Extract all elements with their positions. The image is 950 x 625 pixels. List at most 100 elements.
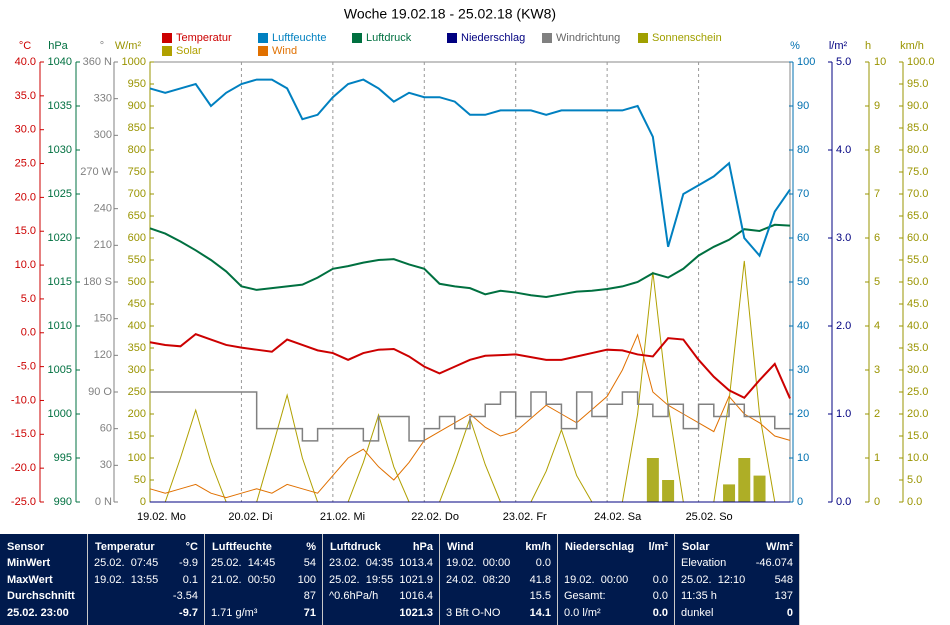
axis-unit: h xyxy=(865,40,871,52)
y-tick-label: 1.0 xyxy=(836,408,851,420)
y-tick-label: 750 xyxy=(128,166,146,178)
table-cell: 11:35 h xyxy=(681,590,717,602)
y-tick-label: -25.0 xyxy=(11,496,36,508)
table-cell: -9.9 xyxy=(179,557,198,569)
table-cell: 0.1 xyxy=(182,573,198,586)
table-cell: 137 xyxy=(774,590,793,602)
y-tick-label: 0.0 xyxy=(21,327,36,339)
y-tick-label: 1000 xyxy=(122,56,146,68)
y-tick-label: 650 xyxy=(128,210,146,222)
y-tick-label: -5.0 xyxy=(17,361,36,373)
y-tick-label: 400 xyxy=(128,320,146,332)
table-cell: 25.02. 12:10 xyxy=(681,573,746,586)
table-cell: Solar xyxy=(682,541,710,553)
legend-label: Niederschlag xyxy=(461,32,525,44)
x-tick-label: 25.02. So xyxy=(686,511,733,523)
y-tick-label: 330 xyxy=(94,93,112,105)
table-cell: 19.02. 00:00 xyxy=(564,573,629,586)
y-tick-label: 70 xyxy=(797,188,809,200)
table-cell: MinWert xyxy=(7,557,51,569)
y-tick-label: 1000 xyxy=(48,408,72,420)
axis-unit: W/m² xyxy=(115,40,142,52)
y-tick-label: -10.0 xyxy=(11,394,36,406)
y-tick-label: 15.0 xyxy=(15,225,36,237)
y-tick-label: 360 N xyxy=(83,56,112,68)
y-tick-label: 700 xyxy=(128,188,146,200)
y-tick-label: 7 xyxy=(874,188,880,200)
y-tick-label: 240 xyxy=(94,203,112,215)
y-tick-label: 2 xyxy=(874,408,880,420)
y-tick-label: 35.0 xyxy=(15,90,36,102)
y-tick-label: 200 xyxy=(128,408,146,420)
legend-label: Temperatur xyxy=(176,32,232,44)
y-tick-label: 80.0 xyxy=(907,144,928,156)
y-tick-label: 90 O xyxy=(88,386,112,398)
table-cell: Luftdruck xyxy=(330,541,381,553)
table-cell: 41.8 xyxy=(529,573,551,586)
table-cell: Niederschlag xyxy=(565,541,635,553)
axis-unit: ° xyxy=(100,40,104,52)
table-cell: Wind xyxy=(447,541,474,553)
y-tick-label: 75.0 xyxy=(907,166,928,178)
y-tick-label: 25.0 xyxy=(907,386,928,398)
y-tick-label: 70.0 xyxy=(907,188,928,200)
y-tick-label: 90 xyxy=(797,100,809,112)
axis-unit: km/h xyxy=(900,40,924,52)
y-tick-label: 4 xyxy=(874,320,880,332)
legend-swatch xyxy=(638,33,648,43)
table-cell: 1021.3 xyxy=(399,606,433,619)
table-cell: Durchschnitt xyxy=(7,590,75,602)
sunshine-bar xyxy=(738,458,751,502)
table-cell: 0.0 xyxy=(652,573,668,586)
y-tick-label: 1035 xyxy=(48,100,72,112)
table-column: Niederschlag l/m² 19.02. 00:00 0.0 Gesamt: 0.… xyxy=(558,534,675,625)
table-cell: 24.02. 08:20 xyxy=(446,573,511,586)
y-tick-label: 250 xyxy=(128,386,146,398)
summary-table: Sensor MinWert MaxWert Durchschnitt 25.02. 2… xyxy=(0,534,800,625)
y-tick-label: 450 xyxy=(128,298,146,310)
y-tick-label: 995 xyxy=(54,452,72,464)
y-tick-label: 10 xyxy=(874,56,886,68)
table-cell: ^0.6hPa/h xyxy=(329,590,379,602)
y-tick-label: 3 xyxy=(874,364,880,376)
table-cell: Gesamt: xyxy=(564,590,606,602)
table-cell: 3 Bft O-NO xyxy=(446,606,501,619)
table-cell: 100 xyxy=(297,573,316,586)
y-tick-label: 80 xyxy=(797,144,809,156)
legend-swatch xyxy=(447,33,457,43)
table-cell: l/m² xyxy=(648,541,668,553)
y-tick-label: 9 xyxy=(874,100,880,112)
chart-title: Woche 19.02.18 - 25.02.18 (KW8) xyxy=(344,6,556,22)
y-tick-label: 35.0 xyxy=(907,342,928,354)
y-tick-label: 5.0 xyxy=(907,474,922,486)
y-tick-label: 0.0 xyxy=(907,496,922,508)
y-tick-label: 40 xyxy=(797,320,809,332)
y-tick-label: 85.0 xyxy=(907,122,928,134)
table-cell: 25.02. 14:45 xyxy=(211,557,276,569)
y-tick-label: 1010 xyxy=(48,320,72,332)
series-line xyxy=(150,391,790,442)
y-tick-label: 0 xyxy=(797,496,803,508)
y-tick-label: 90.0 xyxy=(907,100,928,112)
y-tick-label: 60.0 xyxy=(907,232,928,244)
table-cell: -46.074 xyxy=(755,557,793,569)
series-line xyxy=(149,223,791,298)
table-cell: 19.02. 13:55 xyxy=(94,573,159,586)
y-tick-label: 30 xyxy=(797,364,809,376)
table-cell: 25.02. 23:00 xyxy=(7,606,69,619)
series-line xyxy=(149,332,791,399)
y-tick-label: 900 xyxy=(128,100,146,112)
legend-label: Luftfeuchte xyxy=(272,32,326,44)
y-tick-label: 6 xyxy=(874,232,880,244)
y-tick-label: 30 xyxy=(100,459,112,471)
table-cell: km/h xyxy=(525,541,551,553)
x-tick-label: 22.02. Do xyxy=(411,511,459,523)
table-cell: 0.0 xyxy=(535,557,551,569)
legend-label: Sonnenschein xyxy=(652,32,722,44)
y-tick-label: -15.0 xyxy=(11,428,36,440)
y-tick-label: 30.0 xyxy=(15,124,36,136)
legend-swatch xyxy=(258,46,268,56)
y-tick-label: 500 xyxy=(128,276,146,288)
y-tick-label: 350 xyxy=(128,342,146,354)
